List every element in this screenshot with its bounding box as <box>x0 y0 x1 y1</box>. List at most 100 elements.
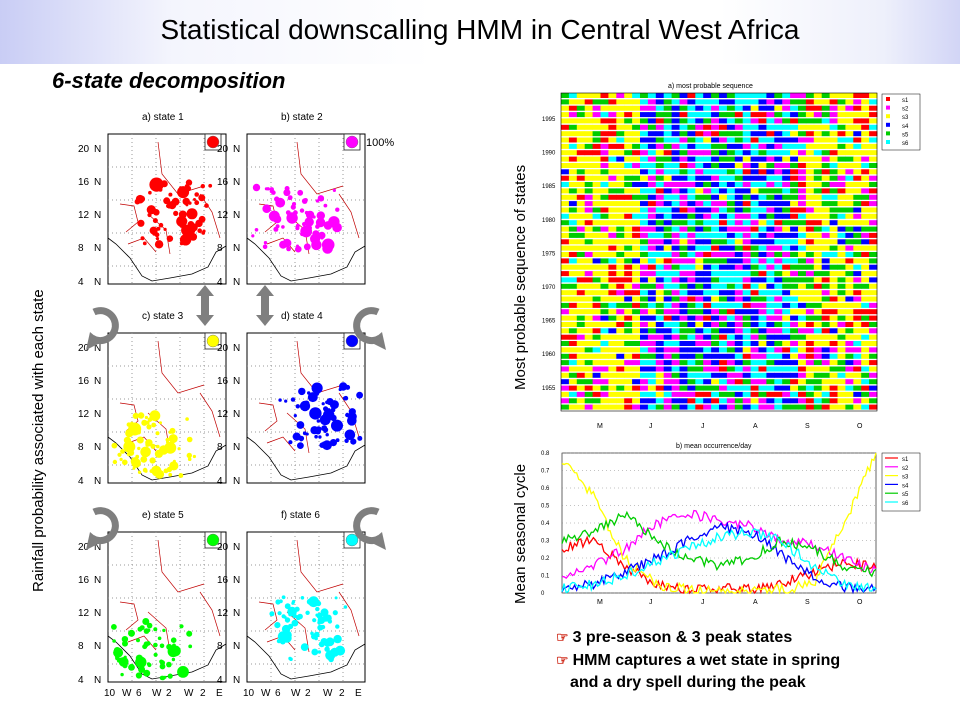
sequence-cell <box>750 372 759 378</box>
sequence-cell <box>608 99 617 105</box>
station-dot <box>285 210 291 216</box>
sequence-cell <box>592 124 601 130</box>
sequence-cell <box>647 207 657 213</box>
lat-suffix-label: N <box>94 210 101 221</box>
sequence-cell <box>742 131 751 137</box>
sequence-cell <box>561 283 570 289</box>
sequence-cell <box>719 322 728 327</box>
sequence-cell <box>592 391 601 397</box>
sequence-cell <box>805 391 815 397</box>
lat-suffix-label: N <box>94 575 101 586</box>
sequence-cell <box>805 252 815 257</box>
sequence-cell <box>726 131 736 137</box>
sequence-cell <box>647 398 657 404</box>
sequence-cell <box>561 143 570 149</box>
sequence-cell <box>600 277 609 283</box>
station-dot <box>112 639 116 643</box>
sequence-cell <box>616 169 625 175</box>
sequence-cell <box>861 264 870 270</box>
sequence-cell <box>813 131 823 137</box>
sequence-cell <box>655 398 665 404</box>
sequence-cell <box>774 150 783 156</box>
sequence-cell <box>782 372 791 378</box>
sequence-cell <box>647 93 657 98</box>
sequence-cell <box>568 366 578 372</box>
sequence-cell <box>782 322 791 327</box>
sequence-cell <box>837 328 846 334</box>
sequence-cell <box>750 328 759 334</box>
sequence-cell <box>813 245 823 251</box>
sequence-cell <box>687 131 696 137</box>
sequence-cell <box>853 334 862 340</box>
sequence-cell <box>821 118 830 124</box>
sequence-cell <box>774 341 783 346</box>
station-dot <box>152 231 157 236</box>
sequence-cell <box>647 347 657 353</box>
sequence-cell <box>711 353 720 359</box>
sequence-cell <box>687 93 696 98</box>
sequence-cell <box>600 232 609 238</box>
sequence-cell <box>790 360 799 366</box>
sequence-cell <box>805 175 815 181</box>
sequence-cell <box>687 302 696 308</box>
sequence-cell <box>600 239 609 245</box>
sequence-cell <box>600 124 609 130</box>
sequence-cell <box>719 341 728 346</box>
month-tick-label: A <box>753 423 758 430</box>
sequence-cell <box>742 175 751 181</box>
lat-tick-label: 12 <box>78 409 90 420</box>
map-coastline <box>246 237 366 282</box>
sequence-cell <box>853 201 862 207</box>
sequence-cell <box>719 220 728 226</box>
sequence-cell <box>647 118 657 124</box>
sequence-cell <box>837 105 846 111</box>
sequence-cell <box>853 283 862 289</box>
sequence-cell <box>758 105 767 111</box>
lat-suffix-label: N <box>233 476 240 487</box>
sequence-cell <box>829 188 838 194</box>
sequence-cell <box>687 347 696 353</box>
station-dot <box>286 215 291 221</box>
station-dot <box>332 610 338 616</box>
sequence-cell <box>561 169 570 175</box>
sequence-legend-swatch <box>886 131 890 136</box>
sequence-cell <box>758 118 767 124</box>
sequence-cell <box>861 239 870 245</box>
sequence-cell <box>592 169 601 175</box>
sequence-cell <box>640 207 649 213</box>
sequence-cell <box>608 245 617 251</box>
sequence-cell <box>750 302 759 308</box>
sequence-cell <box>774 385 783 391</box>
lat-tick-label: 16 <box>217 376 229 387</box>
sequence-cell <box>719 290 728 296</box>
cycle-legend-label: s5 <box>902 492 909 498</box>
sequence-cell <box>576 290 586 296</box>
sequence-cell <box>790 150 799 156</box>
sequence-cell <box>624 315 633 321</box>
sequence-cell <box>837 315 846 321</box>
sequence-cell <box>640 302 649 308</box>
sequence-cell <box>568 271 578 277</box>
sequence-cell <box>584 341 593 346</box>
station-dot <box>119 457 123 461</box>
title-bar <box>0 0 960 64</box>
sequence-cell <box>632 137 641 143</box>
sequence-cell <box>837 264 846 270</box>
station-dot <box>120 449 125 454</box>
lat-suffix-label: N <box>94 376 101 387</box>
sequence-cell <box>813 360 823 366</box>
sequence-cell <box>750 150 759 156</box>
sequence-cell <box>813 220 823 226</box>
sequence-cell <box>869 207 878 213</box>
sequence-cell <box>671 201 680 207</box>
sequence-cell <box>647 182 657 187</box>
cycle-xtick-label: O <box>857 599 863 606</box>
sequence-cell <box>853 188 862 194</box>
sequence-cell <box>758 239 767 245</box>
sequence-cell <box>829 366 838 372</box>
sequence-cell <box>821 296 830 302</box>
sequence-cell <box>742 258 751 264</box>
sequence-cell <box>616 271 625 277</box>
sequence-cell <box>845 347 854 353</box>
sequence-cell <box>655 385 665 391</box>
